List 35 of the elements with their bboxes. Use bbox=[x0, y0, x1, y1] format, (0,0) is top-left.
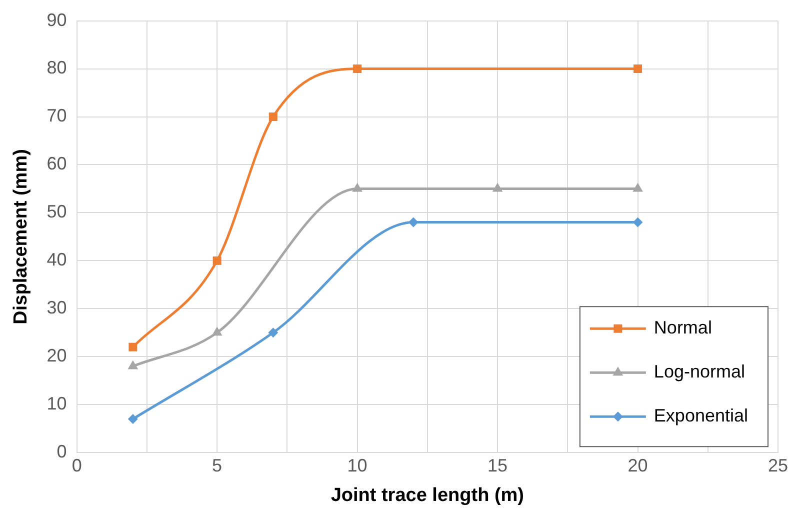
point bbox=[352, 182, 362, 192]
y-tick-label: 80 bbox=[46, 58, 67, 78]
x-axis-title: Joint trace length (m) bbox=[330, 484, 524, 506]
point bbox=[268, 112, 278, 121]
y-tick-label: 90 bbox=[46, 10, 67, 30]
point bbox=[492, 182, 503, 192]
x-tick-label: 15 bbox=[488, 455, 508, 476]
y-tick-label: 40 bbox=[46, 250, 67, 270]
point bbox=[634, 64, 642, 74]
point bbox=[268, 328, 278, 338]
legend-label: Normal bbox=[654, 318, 712, 338]
x-tick-label: 5 bbox=[212, 455, 222, 476]
y-tick-label: 70 bbox=[46, 106, 67, 126]
point bbox=[212, 256, 222, 265]
y-tick-label: 30 bbox=[46, 298, 67, 318]
point bbox=[632, 182, 643, 192]
y-axis-title: Displacement (mm) bbox=[10, 149, 32, 324]
y-tick-label: 10 bbox=[46, 394, 67, 414]
point bbox=[128, 342, 138, 352]
legend-label: Log-normal bbox=[654, 362, 745, 382]
y-tick-label: 20 bbox=[46, 346, 67, 366]
point bbox=[128, 360, 138, 370]
point bbox=[632, 217, 643, 228]
legend-label: Exponential bbox=[654, 406, 748, 426]
point bbox=[353, 64, 362, 74]
y-tick-label: 60 bbox=[46, 154, 67, 174]
x-tick-label: 10 bbox=[347, 455, 368, 476]
y-tick-label: 0 bbox=[56, 442, 67, 462]
point bbox=[128, 414, 138, 424]
x-tick-label: 25 bbox=[768, 455, 788, 476]
point bbox=[408, 217, 418, 228]
x-tick-label: 0 bbox=[72, 455, 82, 476]
point bbox=[212, 326, 222, 336]
y-tick-label: 50 bbox=[46, 202, 67, 222]
x-tick-label: 20 bbox=[628, 455, 648, 476]
